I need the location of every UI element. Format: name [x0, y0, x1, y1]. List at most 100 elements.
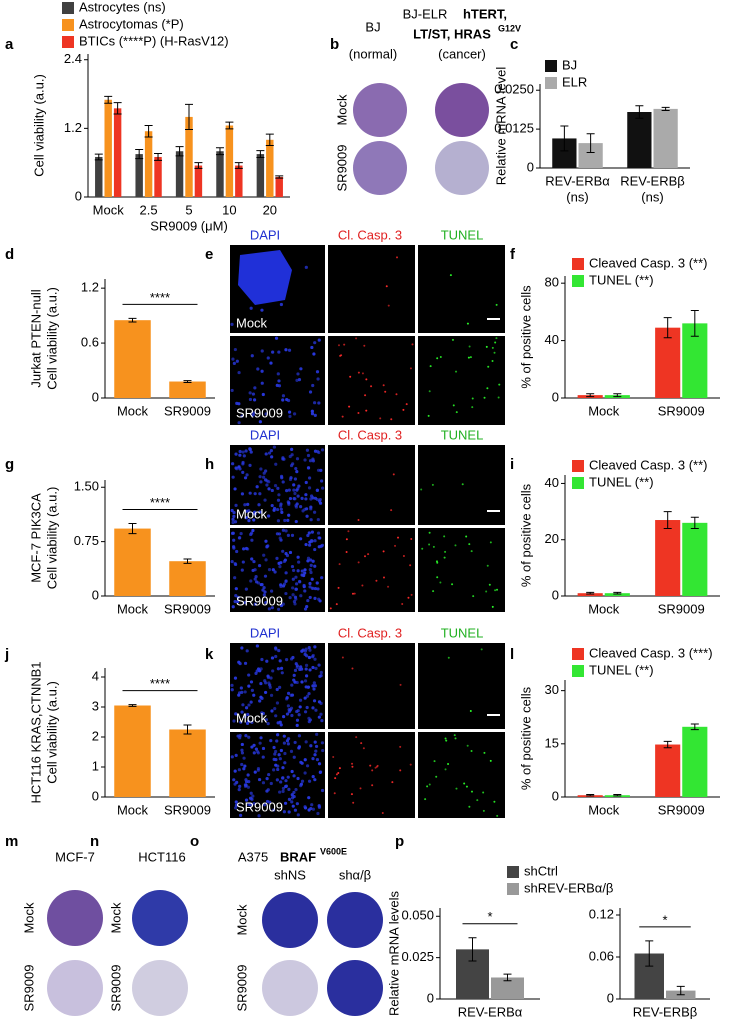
row-label: SR9009	[108, 965, 123, 1012]
significance-label: *	[487, 909, 492, 924]
cell-dot	[305, 764, 310, 768]
cell-dot	[489, 759, 492, 762]
cell-dot	[279, 538, 283, 542]
cell-dot	[295, 680, 299, 685]
legend-swatch	[572, 665, 584, 677]
cell-dot	[251, 794, 255, 798]
cell-dot	[317, 762, 322, 766]
cell-dot	[311, 459, 315, 463]
cell-dot	[287, 410, 292, 414]
cell-dot	[232, 514, 236, 518]
cell-dot	[247, 735, 251, 739]
cell-dot	[287, 488, 291, 492]
panel-title: HCT116	[138, 849, 185, 864]
error-bar	[144, 125, 153, 138]
cell-dot	[310, 345, 314, 350]
error-bar	[183, 380, 192, 383]
cell-dot	[300, 649, 304, 653]
cell-dot	[468, 805, 471, 808]
cell-dot	[387, 304, 390, 307]
cell-dot	[376, 764, 379, 767]
y-tick-label: 1.2	[64, 120, 82, 135]
cell-dot	[472, 595, 475, 598]
cell-dot	[428, 390, 431, 393]
cell-dot	[429, 365, 432, 368]
cell-dot	[319, 712, 323, 716]
cell-dot	[269, 448, 273, 453]
cell-dot	[313, 564, 317, 568]
cell-dot	[234, 800, 238, 804]
cell-dot	[289, 476, 293, 480]
panel-letter: f	[510, 246, 516, 263]
cell-dot	[286, 775, 290, 779]
cell-dot	[252, 559, 256, 564]
cell-dot	[248, 391, 252, 395]
cell-dot	[279, 507, 283, 511]
cell-dot	[307, 716, 311, 720]
x-tick-label: REV-ERBβ	[633, 1004, 698, 1019]
cell-dot	[311, 586, 315, 591]
cell-dot	[261, 588, 265, 592]
cell-dot	[272, 508, 276, 512]
cell-dot	[260, 349, 264, 353]
cell-dot	[396, 256, 399, 259]
cell-dot	[494, 589, 497, 592]
cell-dot	[402, 408, 405, 411]
superscript: V600E	[320, 846, 347, 856]
cell-dot	[292, 488, 296, 492]
x-tick-label: SR9009	[164, 802, 211, 817]
error-bar	[175, 146, 184, 157]
cell-dot	[343, 343, 346, 346]
cell-dot	[444, 550, 447, 553]
error-bar	[468, 937, 477, 962]
cell-dot	[304, 740, 308, 744]
y-tick-label: 0	[552, 389, 559, 404]
cell-dot	[275, 507, 280, 512]
cell-dot	[292, 673, 296, 677]
cell-dot	[281, 584, 286, 588]
cell-dot	[290, 564, 295, 569]
cell-dot	[307, 646, 311, 650]
cell-dot	[253, 512, 257, 516]
cell-dot	[264, 539, 268, 543]
cell-dot	[449, 274, 452, 277]
channel-label: DAPI	[250, 227, 280, 242]
cell-dot	[246, 719, 251, 723]
column-title: shNS	[274, 867, 306, 882]
cell-dot	[439, 355, 442, 358]
error-bar	[586, 794, 595, 797]
cell-dot	[317, 805, 322, 809]
bar	[113, 108, 122, 197]
cell-dot	[288, 595, 292, 600]
cell-dot	[351, 762, 354, 765]
cell-dot	[292, 794, 296, 799]
cell-dot	[287, 810, 291, 814]
cell-dot	[240, 710, 244, 714]
cell-dot	[329, 607, 332, 610]
cell-dot	[320, 479, 324, 483]
cell-dot	[293, 668, 298, 672]
cell-dot	[273, 752, 277, 756]
cell-dot	[244, 734, 248, 738]
cell-cluster	[238, 250, 292, 305]
bar	[185, 116, 193, 197]
cell-dot	[357, 561, 360, 564]
cell-dot	[304, 663, 309, 667]
cell-dot	[315, 488, 319, 492]
cell-dot	[267, 567, 272, 572]
cell-dot	[341, 656, 344, 659]
cell-dot	[394, 544, 397, 547]
cell-dot	[265, 777, 269, 781]
cell-dot	[262, 803, 267, 807]
cell-dot	[317, 338, 321, 342]
cell-dot	[496, 588, 499, 591]
cell-dot	[264, 412, 268, 416]
cell-dot	[310, 409, 314, 413]
significance-label: ****	[150, 495, 170, 510]
cell-dot	[402, 554, 405, 557]
channel-label: DAPI	[250, 427, 280, 442]
cell-dot	[312, 699, 317, 703]
x-tick-label: REV-ERBα	[458, 1004, 523, 1019]
channel-label: TUNEL	[441, 625, 484, 640]
cell-dot	[317, 663, 321, 667]
